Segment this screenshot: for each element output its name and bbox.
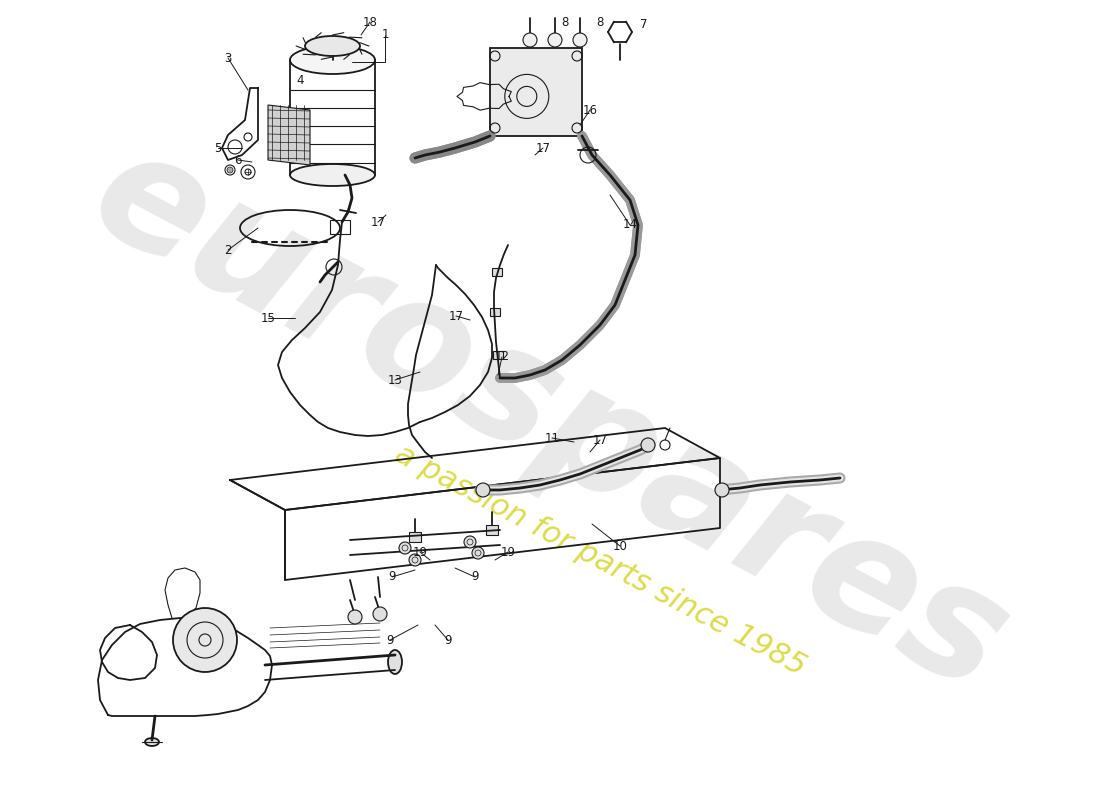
- Text: 19: 19: [412, 546, 428, 558]
- Text: 13: 13: [387, 374, 403, 386]
- Bar: [490, 48, 582, 136]
- Text: 17: 17: [536, 142, 550, 154]
- Circle shape: [173, 608, 236, 672]
- Text: 4: 4: [296, 74, 304, 86]
- Text: 8: 8: [561, 15, 569, 29]
- Ellipse shape: [145, 738, 160, 746]
- Bar: [330, 220, 350, 234]
- Circle shape: [522, 33, 537, 47]
- Bar: [409, 532, 421, 542]
- Text: 9: 9: [388, 570, 396, 583]
- Text: 1: 1: [382, 29, 388, 42]
- Bar: [493, 351, 503, 359]
- Text: 7: 7: [640, 18, 648, 31]
- Ellipse shape: [388, 650, 401, 674]
- Text: 8: 8: [596, 15, 604, 29]
- Text: 14: 14: [623, 218, 638, 231]
- Text: 2: 2: [224, 243, 232, 257]
- Circle shape: [476, 483, 490, 497]
- Text: 15: 15: [261, 311, 275, 325]
- Circle shape: [409, 554, 421, 566]
- Text: 18: 18: [363, 15, 377, 29]
- Ellipse shape: [290, 46, 375, 74]
- Text: eurospares: eurospares: [68, 114, 1032, 726]
- Circle shape: [715, 483, 729, 497]
- Text: 3: 3: [224, 51, 232, 65]
- Text: 19: 19: [500, 546, 516, 558]
- Text: 17: 17: [593, 434, 607, 446]
- Text: 10: 10: [613, 539, 627, 553]
- Text: a passion for parts since 1985: a passion for parts since 1985: [389, 439, 811, 681]
- Ellipse shape: [290, 164, 375, 186]
- Circle shape: [373, 607, 387, 621]
- Text: 6: 6: [234, 154, 242, 166]
- Circle shape: [641, 438, 654, 452]
- Circle shape: [348, 610, 362, 624]
- Text: 17: 17: [371, 215, 385, 229]
- Polygon shape: [268, 105, 310, 165]
- Bar: [490, 308, 500, 316]
- Circle shape: [548, 33, 562, 47]
- Text: 9: 9: [444, 634, 452, 646]
- Text: 11: 11: [544, 431, 560, 445]
- Ellipse shape: [305, 36, 360, 56]
- Circle shape: [227, 167, 233, 173]
- Text: 17: 17: [449, 310, 463, 322]
- Circle shape: [464, 536, 476, 548]
- Bar: [492, 268, 502, 276]
- Text: 9: 9: [386, 634, 394, 646]
- Circle shape: [573, 33, 587, 47]
- Text: 16: 16: [583, 103, 597, 117]
- Circle shape: [399, 542, 411, 554]
- Text: 5: 5: [214, 142, 222, 154]
- Circle shape: [472, 547, 484, 559]
- Text: 9: 9: [471, 570, 478, 583]
- Text: 12: 12: [495, 350, 509, 363]
- Bar: [486, 525, 498, 535]
